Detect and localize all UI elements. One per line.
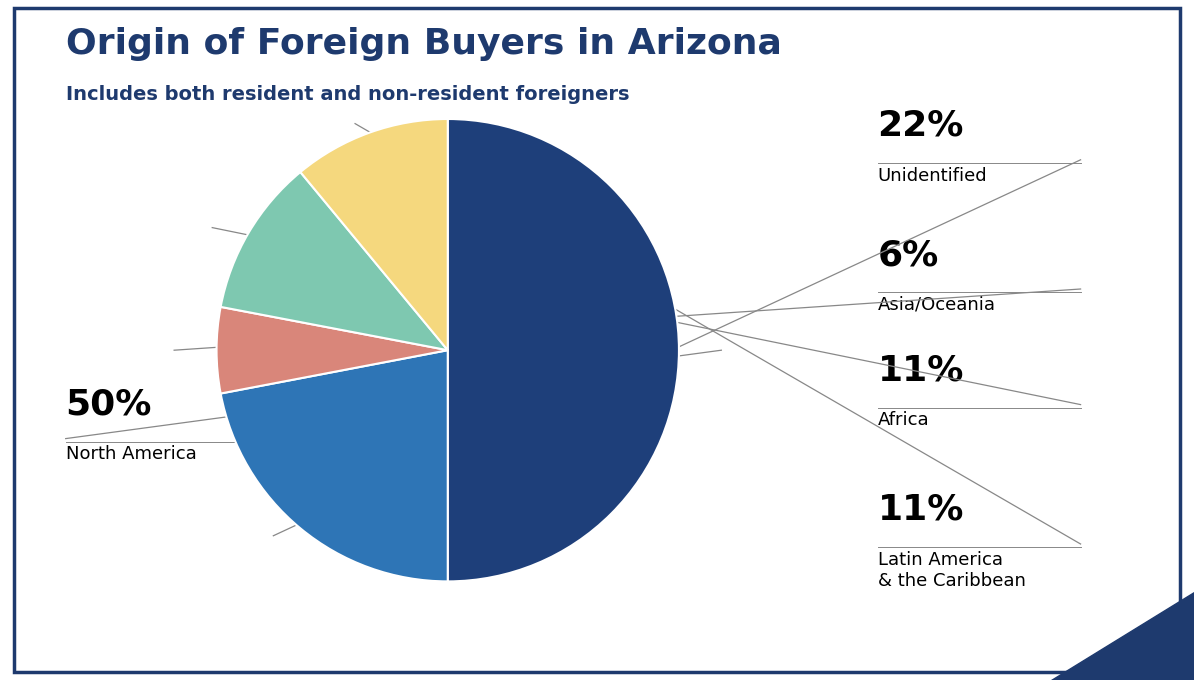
Wedge shape xyxy=(221,350,448,581)
Wedge shape xyxy=(221,172,448,350)
Wedge shape xyxy=(301,119,448,350)
Text: 22%: 22% xyxy=(878,109,964,143)
Wedge shape xyxy=(448,119,679,581)
Text: Unidentified: Unidentified xyxy=(878,167,987,184)
Text: Latin America
& the Caribbean: Latin America & the Caribbean xyxy=(878,551,1026,590)
Text: 50%: 50% xyxy=(66,388,152,422)
Polygon shape xyxy=(1051,592,1194,680)
Text: 11%: 11% xyxy=(878,354,964,388)
Text: 11%: 11% xyxy=(878,493,964,527)
Wedge shape xyxy=(216,307,448,394)
Text: Asia/Oceania: Asia/Oceania xyxy=(878,296,996,313)
Text: Africa: Africa xyxy=(878,411,929,429)
Text: Origin of Foreign Buyers in Arizona: Origin of Foreign Buyers in Arizona xyxy=(66,27,782,61)
Text: 6%: 6% xyxy=(878,238,938,272)
Text: Includes both resident and non-resident foreigners: Includes both resident and non-resident … xyxy=(66,85,629,104)
Text: North America: North America xyxy=(66,445,197,463)
